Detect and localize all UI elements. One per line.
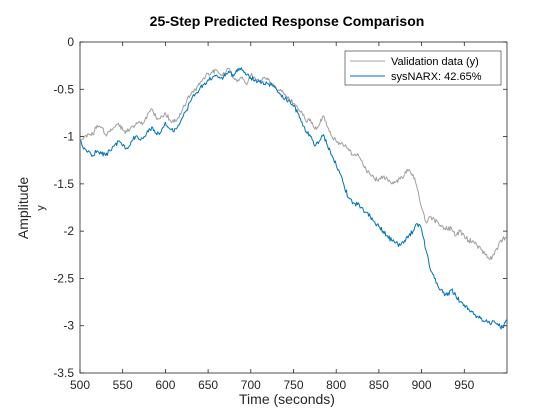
x-axis-label: Time (seconds) bbox=[239, 391, 335, 407]
y-tick-label: -0.5 bbox=[53, 82, 74, 96]
x-tick-label: 750 bbox=[283, 378, 303, 392]
y-tick-label: -1.5 bbox=[53, 177, 74, 191]
legend-label-validation: Validation data (y) bbox=[391, 56, 479, 68]
x-tick-label: 900 bbox=[412, 378, 432, 392]
x-axis-ticks: 500 550 600 650 700 750 800 850 900 950 bbox=[70, 42, 475, 392]
y-tick-label: 0 bbox=[67, 35, 74, 49]
x-tick-label: 550 bbox=[113, 378, 133, 392]
x-tick-label: 650 bbox=[198, 378, 218, 392]
chart-title: 25-Step Predicted Response Comparison bbox=[150, 13, 425, 29]
plot-area: 500 550 600 650 700 750 800 850 900 950 0 -0.5 -1 -1… bbox=[53, 35, 508, 392]
x-tick-label: 700 bbox=[241, 378, 261, 392]
y-axis-label: Amplitude bbox=[15, 177, 31, 239]
legend-box bbox=[344, 50, 502, 86]
legend: Validation data (y) sysNARX: 42.65% bbox=[344, 50, 502, 86]
x-tick-label: 500 bbox=[70, 378, 90, 392]
y-tick-label: -2.5 bbox=[53, 271, 74, 285]
axes-box bbox=[79, 41, 508, 374]
y-axis-sublabel: y bbox=[35, 205, 47, 211]
series-line-validation bbox=[79, 67, 508, 261]
y-tick-label: -3 bbox=[63, 319, 74, 333]
x-tick-label: 950 bbox=[454, 378, 474, 392]
y-tick-label: -2 bbox=[63, 224, 74, 238]
series-layer bbox=[79, 67, 508, 330]
x-tick-label: 800 bbox=[326, 378, 346, 392]
y-axis-ticks: 0 -0.5 -1 -1.5 -2 -2.5 -3 -3.5 bbox=[53, 35, 507, 380]
series-line-sysnarx bbox=[79, 67, 508, 330]
y-tick-label: -1 bbox=[63, 130, 74, 144]
x-tick-label: 850 bbox=[369, 378, 389, 392]
y-tick-label: -3.5 bbox=[53, 366, 74, 380]
x-tick-label: 600 bbox=[155, 378, 175, 392]
legend-label-sysnarx: sysNARX: 42.65% bbox=[391, 71, 482, 83]
